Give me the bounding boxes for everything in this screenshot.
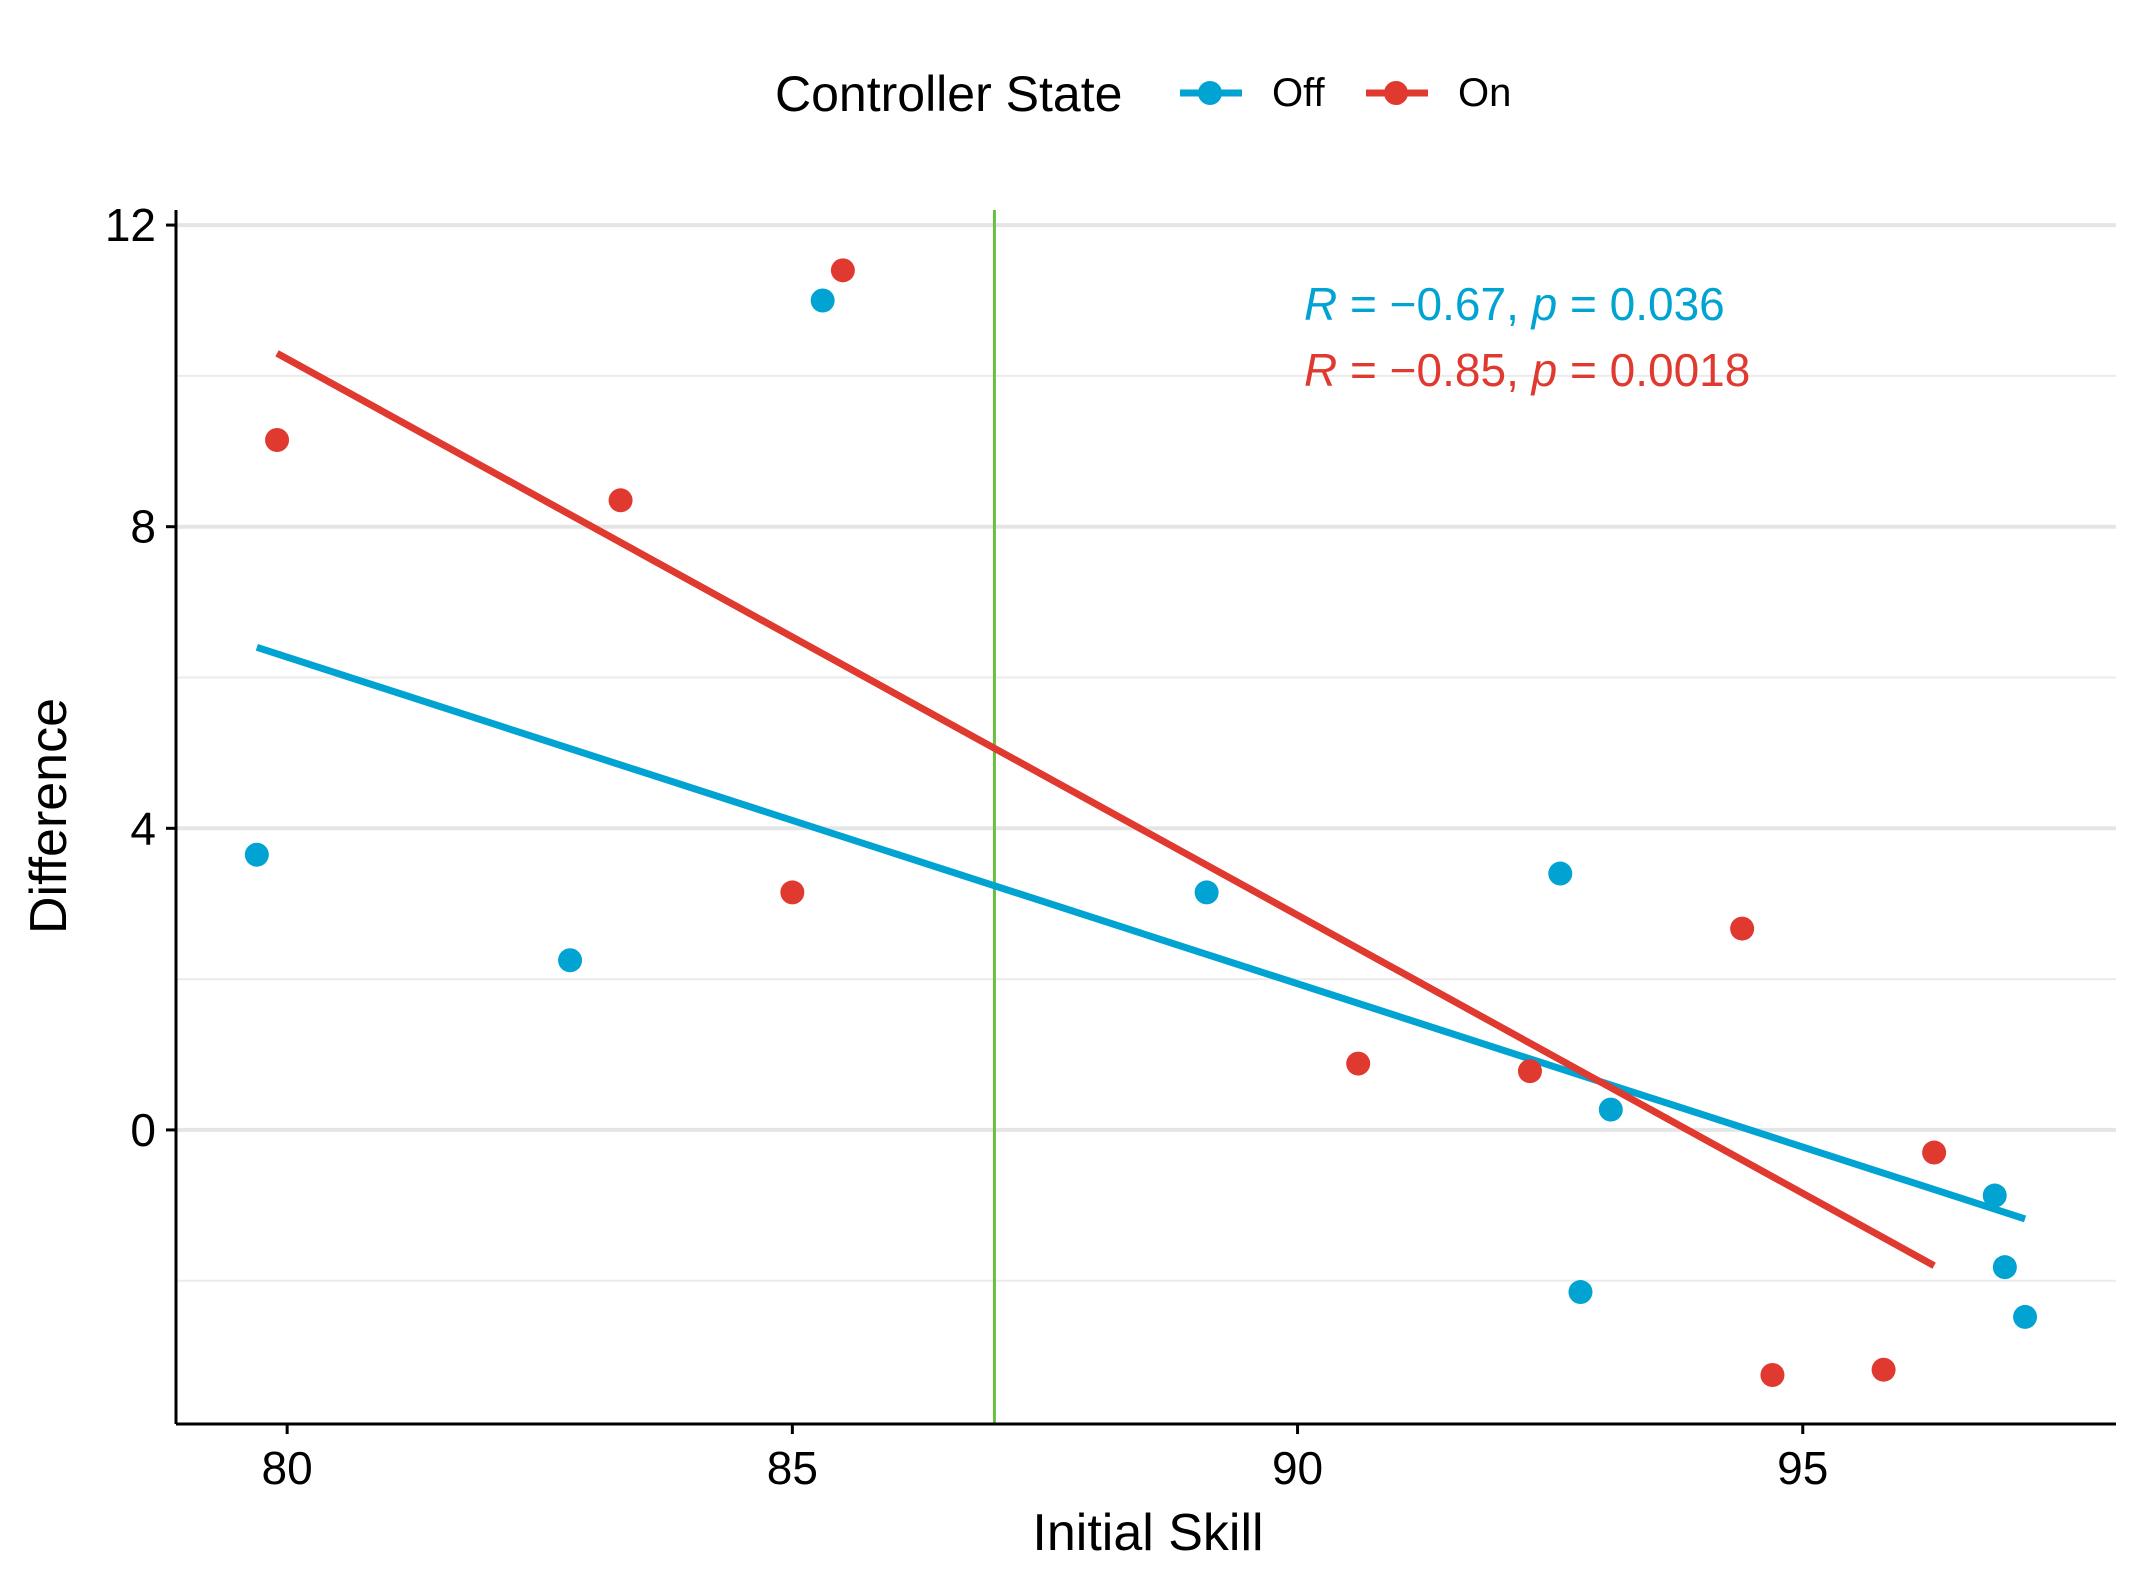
correlation-p-eq-on: = — [1557, 344, 1609, 396]
x-tick-label: 80 — [262, 1442, 313, 1494]
correlation-R-off: R — [1304, 278, 1337, 330]
y-axis-title: Difference — [20, 698, 78, 934]
correlation-p-off: p — [1530, 278, 1558, 330]
legend-key-point-off — [1198, 81, 1222, 105]
data-point-off — [1992, 1255, 2017, 1280]
correlation-p-eq-off: = — [1557, 278, 1609, 330]
correlation-label-on: R = −0.85, p = 0.0018 — [1304, 344, 1750, 396]
data-point-on — [830, 258, 855, 283]
data-point-off — [1982, 1183, 2007, 1208]
data-point-off — [244, 842, 269, 867]
data-point-off — [1194, 880, 1219, 905]
y-tick-label: 0 — [130, 1104, 156, 1156]
data-point-on — [1346, 1051, 1371, 1076]
data-point-on — [608, 488, 633, 513]
data-point-on — [1871, 1357, 1896, 1382]
correlation-p-val-on: 0.0018 — [1610, 344, 1751, 396]
regression-line-on — [275, 350, 1936, 1269]
correlation-r-val-off: −0.67, — [1390, 278, 1532, 330]
x-tick-label: 95 — [1777, 1442, 1828, 1494]
legend-label-on: On — [1458, 71, 1511, 115]
data-point-off — [558, 948, 583, 973]
data-point-off — [1598, 1097, 1623, 1122]
legend: Controller State Off On — [775, 66, 1511, 122]
regression-lines — [255, 350, 2027, 1269]
correlation-p-val-off: 0.036 — [1610, 278, 1725, 330]
x-tick-label: 90 — [1272, 1442, 1323, 1494]
regression-line-off — [255, 644, 2027, 1223]
data-point-on — [1730, 916, 1755, 941]
data-point-on — [1922, 1140, 1947, 1165]
data-point-on — [1760, 1362, 1785, 1387]
data-point-off — [1568, 1280, 1593, 1305]
axes — [166, 210, 2116, 1434]
y-tick-label: 12 — [105, 199, 156, 251]
x-tick-label: 85 — [767, 1442, 818, 1494]
tick-labels: 0 4 8 12 80 85 90 95 — [105, 199, 1829, 1494]
correlation-R-on: R — [1304, 344, 1337, 396]
correlation-p-on: p — [1530, 344, 1558, 396]
data-point-on — [780, 880, 805, 905]
legend-label-off: Off — [1272, 71, 1326, 115]
data-point-off — [2013, 1304, 2038, 1329]
correlation-r-eq-on: = — [1337, 344, 1389, 396]
legend-key-point-on — [1384, 81, 1408, 105]
correlation-r-eq-off: = — [1337, 278, 1389, 330]
x-axis-title: Initial Skill — [1032, 1504, 1263, 1562]
data-points — [244, 258, 2038, 1387]
y-tick-label: 4 — [130, 802, 156, 854]
correlation-r-val-on: −0.85, — [1390, 344, 1532, 396]
y-tick-label: 8 — [130, 501, 156, 553]
legend-title: Controller State — [775, 66, 1122, 122]
correlation-label-off: R = −0.67, p = 0.036 — [1304, 278, 1725, 330]
data-point-on — [265, 427, 290, 452]
data-point-off — [1548, 861, 1573, 886]
data-point-off — [810, 288, 835, 313]
data-point-on — [1517, 1059, 1542, 1084]
